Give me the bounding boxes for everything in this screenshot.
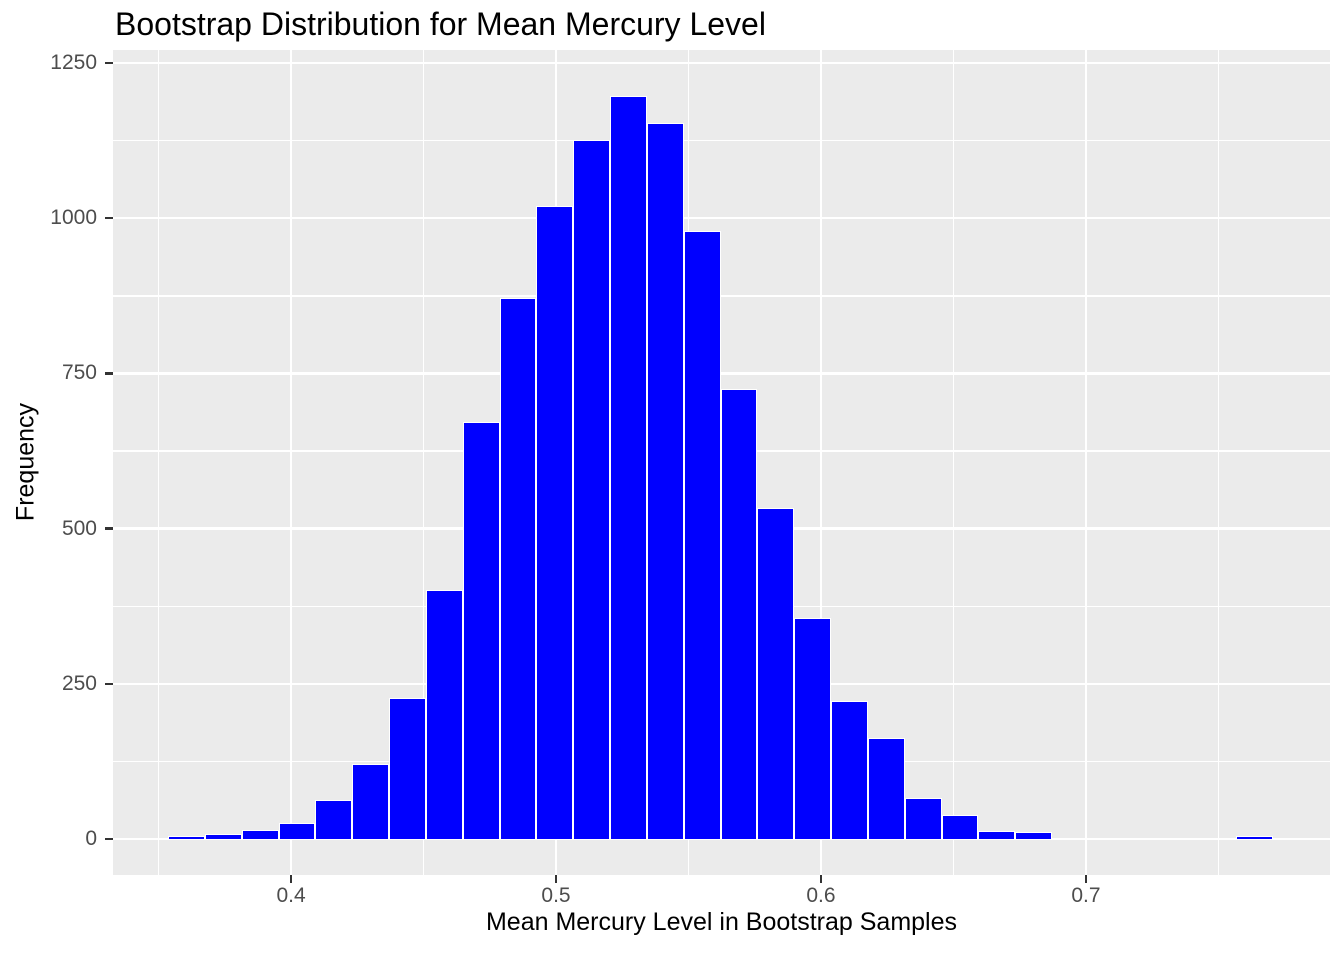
y-tick-mark [105,372,113,375]
gridline-y-minor [113,139,1330,142]
x-tick-label: 0.4 [276,884,306,907]
x-tick-label: 0.5 [541,884,571,907]
y-tick-mark [105,837,113,841]
gridline-y-major [113,61,1330,65]
y-tick-label: 250 [61,671,97,695]
histogram-bar [720,388,758,841]
gridline-x-major [289,50,293,875]
y-axis-title: Frequency [11,402,40,522]
x-tick-mark [554,875,558,883]
gridline-x-minor [157,50,160,875]
histogram-bar [278,822,316,841]
y-tick-mark [105,216,113,220]
histogram-bar [462,421,500,841]
histogram-bar [241,830,279,841]
gridline-x-minor [422,50,425,875]
histogram-bar [941,814,979,841]
histogram-bar [536,205,574,841]
y-tick-mark [105,61,113,65]
histogram-bar [168,835,205,841]
histogram-bar [1015,831,1053,841]
x-tick-mark [1084,875,1088,883]
y-tick-label: 1250 [50,51,97,75]
histogram-bar [425,590,463,841]
histogram-bar [610,95,647,841]
histogram-bar [867,737,905,841]
y-tick-mark [105,682,113,686]
histogram-bar [978,831,1016,841]
gridline-x-major [1084,50,1088,875]
gridline-y-major [113,216,1330,220]
histogram-bar [831,700,868,841]
x-axis-title: Mean Mercury Level in Bootstrap Samples [485,908,958,936]
gridline-y-major [113,372,1330,375]
histogram-bar [573,140,611,841]
histogram-bar [904,798,942,841]
y-tick-label: 500 [61,516,97,540]
gridline-y-minor [113,295,1330,297]
y-tick-label: 0 [85,826,97,850]
gridline-x-minor [952,50,955,875]
histogram-bar [683,231,721,841]
x-tick-label: 0.6 [806,884,836,907]
histogram-bar [499,298,537,841]
histogram-bar [352,763,390,841]
histogram-bar [1236,836,1274,841]
gridline-x-major [819,50,823,875]
y-tick-mark [105,527,113,530]
histogram-bar [204,834,242,841]
x-tick-mark [819,875,823,883]
x-tick-label: 0.7 [1071,884,1101,907]
x-tick-mark [289,875,293,883]
histogram-bar [315,799,353,841]
histogram-bar [389,697,426,841]
histogram-bar [757,508,795,841]
histogram-bar [646,122,684,841]
chart-title: Bootstrap Distribution for Mean Mercury … [115,6,766,42]
gridline-x-minor [1217,50,1220,875]
y-tick-label: 750 [61,361,97,385]
plot-panel [113,50,1330,875]
y-tick-label: 1000 [50,206,97,230]
histogram-bar [794,617,832,841]
